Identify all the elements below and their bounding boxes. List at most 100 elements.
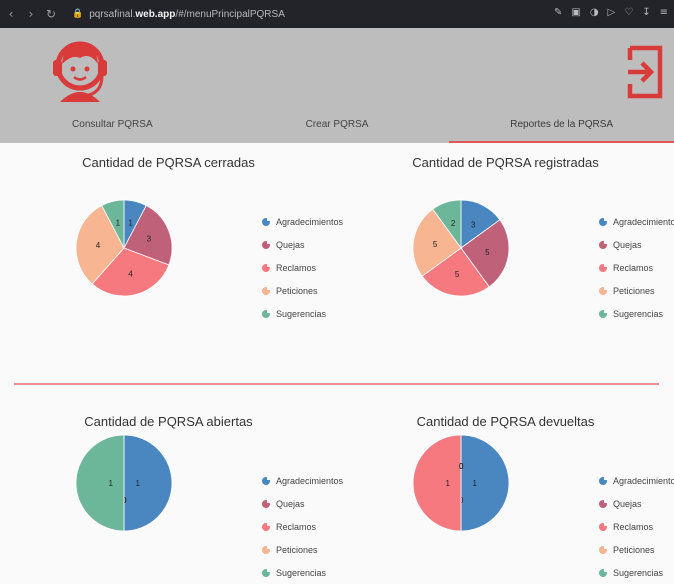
legend-label: Peticiones: [613, 544, 655, 555]
legend-swatch: [262, 521, 271, 531]
slice-label-reclamos: 4: [128, 270, 133, 279]
legend-swatch: [262, 285, 271, 295]
pie-slice-reclamos[interactable]: [91, 247, 170, 297]
slice-label-quejas: 0: [122, 496, 127, 505]
legend-label: Agradecimientos: [613, 475, 674, 486]
legend-swatch: [262, 567, 271, 577]
legend-item-peticiones[interactable]: Peticiones: [599, 538, 674, 561]
slice-label-reclamos: 0: [122, 496, 127, 505]
legend-item-quejas[interactable]: Quejas: [262, 492, 343, 515]
pie-slice-reclamos[interactable]: [412, 434, 462, 532]
url-path: /#/menuPrincipalPQRSA: [175, 8, 285, 20]
edit-icon[interactable]: ✎: [553, 7, 563, 18]
legend-label: Sugerencias: [276, 567, 327, 578]
legend-label: Peticiones: [276, 285, 318, 296]
url-domain: web.app: [135, 8, 176, 20]
legend-item-peticiones[interactable]: Peticiones: [262, 538, 343, 561]
legend-label: Peticiones: [276, 544, 318, 555]
reload-icon[interactable]: ↻: [45, 7, 57, 21]
chart-legend: Agradecimientos Quejas Reclamos Peticiones S…: [599, 469, 674, 584]
pie-slice-sugerencias[interactable]: [432, 199, 462, 250]
legend-swatch: [262, 475, 271, 485]
pie-chart: 3 5 5 5 2: [412, 199, 510, 297]
legend-swatch: [262, 262, 271, 272]
pie-slice-peticiones[interactable]: [75, 204, 125, 285]
logout-icon[interactable]: [624, 42, 664, 102]
forward-icon[interactable]: ›: [28, 7, 34, 21]
screenshot-icon[interactable]: ▣: [571, 7, 581, 18]
menu-icon[interactable]: ≡: [659, 7, 668, 18]
slice-label-agradecimientos: 1: [472, 479, 477, 488]
legend-item-sugerencias[interactable]: Sugerencias: [599, 302, 674, 325]
legend-item-agradecimientos[interactable]: Agradecimientos: [599, 210, 674, 233]
browser-tools: ✎ ▣ ◑ ▷ ♡ ↧ ≡: [554, 7, 668, 18]
pie-slice-reclamos[interactable]: [421, 247, 490, 297]
slice-label-sugerencias: 1: [116, 218, 121, 227]
url-prefix: pqrsafinal.: [89, 8, 136, 20]
pie-slice-agradecimientos[interactable]: [460, 434, 510, 532]
legend-item-sugerencias[interactable]: Sugerencias: [262, 561, 343, 584]
pie-slice-peticiones[interactable]: [412, 208, 462, 277]
legend-swatch: [599, 239, 608, 249]
tab-consultar[interactable]: Consultar PQRSA: [72, 119, 153, 130]
slice-label-sugerencias: 2: [451, 219, 456, 228]
pie-slice-quejas[interactable]: [123, 204, 173, 266]
legend-label: Quejas: [613, 498, 642, 509]
legend-item-reclamos[interactable]: Reclamos: [599, 256, 674, 279]
slice-label-quejas: 0: [459, 496, 464, 505]
download-icon[interactable]: ↧: [642, 7, 651, 18]
chart-panel-registradas: Cantidad de PQRSA registradas 3 5 5 5 2 Agrad…: [337, 143, 674, 383]
pie-chart: 10100: [412, 434, 510, 532]
legend-item-quejas[interactable]: Quejas: [599, 492, 674, 515]
legend-item-agradecimientos[interactable]: Agradecimientos: [599, 469, 674, 492]
legend-swatch: [262, 216, 271, 226]
slice-label-agradecimientos: 1: [135, 479, 140, 488]
legend-item-reclamos[interactable]: Reclamos: [599, 515, 674, 538]
chart-legend: Agradecimientos Quejas Reclamos Peticiones S…: [599, 210, 674, 325]
legend-swatch: [599, 521, 608, 531]
legend-item-peticiones[interactable]: Peticiones: [599, 279, 674, 302]
legend-swatch: [262, 239, 271, 249]
legend-label: Agradecimientos: [276, 475, 344, 486]
slice-label-peticiones: 0: [459, 462, 464, 471]
address-bar[interactable]: pqrsafinal.web.app/#/menuPrincipalPQRSA: [89, 9, 285, 20]
tab-crear[interactable]: Crear PQRSA: [305, 119, 369, 130]
pie-slice-sugerencias[interactable]: [101, 199, 125, 249]
slice-label-reclamos: 1: [446, 479, 451, 488]
legend-swatch: [262, 498, 271, 508]
pie-slice-quejas[interactable]: [460, 219, 510, 288]
tab-reportes[interactable]: Reportes de la PQRSA: [449, 113, 674, 143]
legend-label: Sugerencias: [613, 308, 664, 319]
play-icon[interactable]: ▷: [607, 7, 616, 18]
heart-icon[interactable]: ♡: [624, 7, 634, 18]
chart-title: Cantidad de PQRSA devueltas: [416, 414, 595, 429]
chart-panel-devueltas: Cantidad de PQRSA devueltas 10100Agradec…: [337, 393, 674, 578]
pie-slice-sugerencias[interactable]: [75, 434, 125, 532]
legend-item-quejas[interactable]: Quejas: [599, 233, 674, 256]
legend-item-quejas[interactable]: Quejas: [262, 233, 343, 256]
pie-slice-agradecimientos[interactable]: [123, 434, 173, 532]
support-agent-icon: [53, 41, 107, 102]
legend-item-reclamos[interactable]: Reclamos: [262, 515, 343, 538]
legend-item-peticiones[interactable]: Peticiones: [262, 279, 343, 302]
app-header: Consultar PQRSA Crear PQRSA Reportes de …: [0, 28, 674, 143]
legend-label: Quejas: [276, 498, 305, 509]
legend-label: Agradecimientos: [276, 216, 344, 227]
back-icon[interactable]: ‹: [8, 7, 14, 21]
legend-item-agradecimientos[interactable]: Agradecimientos: [262, 210, 343, 233]
legend-swatch: [599, 216, 608, 226]
legend-label: Quejas: [613, 239, 642, 250]
legend-swatch: [262, 544, 271, 554]
slice-label-quejas: 5: [485, 248, 490, 257]
pie-chart: 10001: [75, 434, 173, 532]
legend-swatch: [599, 475, 608, 485]
legend-item-reclamos[interactable]: Reclamos: [262, 256, 343, 279]
shield-icon[interactable]: ◑: [589, 7, 599, 18]
legend-item-sugerencias[interactable]: Sugerencias: [262, 302, 343, 325]
legend-swatch: [599, 567, 608, 577]
slice-label-quejas: 3: [147, 235, 152, 244]
legend-item-sugerencias[interactable]: Sugerencias: [599, 561, 674, 584]
legend-swatch: [599, 285, 608, 295]
chart-panel-abiertas: Cantidad de PQRSA abiertas 10001 Agradeci…: [0, 393, 343, 578]
legend-item-agradecimientos[interactable]: Agradecimientos: [262, 469, 343, 492]
